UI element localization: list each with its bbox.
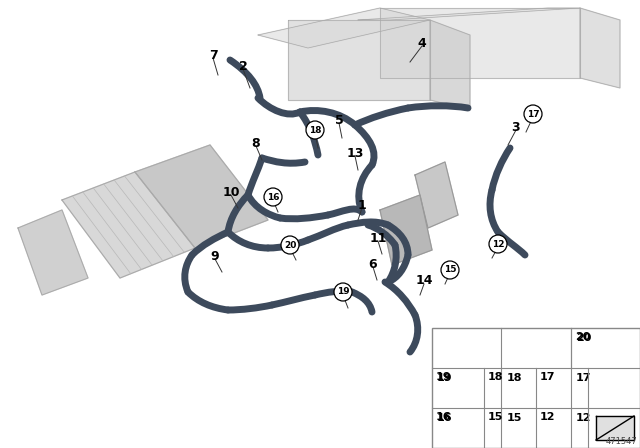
Text: 10: 10 xyxy=(222,185,240,198)
Circle shape xyxy=(306,121,324,139)
Text: 8: 8 xyxy=(252,137,260,150)
Text: 6: 6 xyxy=(369,258,378,271)
Text: 19: 19 xyxy=(437,373,452,383)
Text: 12: 12 xyxy=(575,413,591,423)
Text: 14: 14 xyxy=(415,275,433,288)
Polygon shape xyxy=(288,20,430,100)
Bar xyxy=(432,328,640,448)
Text: 20: 20 xyxy=(575,332,590,342)
Polygon shape xyxy=(380,8,580,78)
Text: 19: 19 xyxy=(436,372,452,382)
Polygon shape xyxy=(258,8,430,48)
Polygon shape xyxy=(430,20,470,110)
Text: 20: 20 xyxy=(575,333,591,343)
Polygon shape xyxy=(62,172,195,278)
Text: 16: 16 xyxy=(437,413,452,423)
Polygon shape xyxy=(596,416,634,440)
Text: 17: 17 xyxy=(540,372,556,382)
Text: 17: 17 xyxy=(575,373,591,383)
Text: 19: 19 xyxy=(337,288,349,297)
Text: 1: 1 xyxy=(358,198,366,211)
Text: 15: 15 xyxy=(444,266,456,275)
Text: 11: 11 xyxy=(369,232,387,245)
Text: 13: 13 xyxy=(346,146,364,159)
Text: 18: 18 xyxy=(488,372,504,382)
Text: 18: 18 xyxy=(506,373,522,383)
Circle shape xyxy=(334,283,352,301)
Text: 3: 3 xyxy=(512,121,520,134)
Text: 2: 2 xyxy=(239,60,248,73)
Text: 17: 17 xyxy=(527,109,540,119)
Polygon shape xyxy=(415,162,458,228)
Text: 16: 16 xyxy=(436,412,452,422)
Text: 4: 4 xyxy=(418,36,426,49)
Text: 15: 15 xyxy=(488,412,504,422)
Circle shape xyxy=(524,105,542,123)
Polygon shape xyxy=(135,145,268,248)
Circle shape xyxy=(264,188,282,206)
Polygon shape xyxy=(380,195,432,265)
Text: 12: 12 xyxy=(492,240,504,249)
Circle shape xyxy=(489,235,507,253)
Text: 7: 7 xyxy=(209,48,218,61)
Text: 15: 15 xyxy=(506,413,522,423)
Polygon shape xyxy=(580,8,620,88)
Circle shape xyxy=(441,261,459,279)
Text: 12: 12 xyxy=(540,412,556,422)
Polygon shape xyxy=(18,210,88,295)
Text: 20: 20 xyxy=(284,241,296,250)
Text: 5: 5 xyxy=(335,113,344,126)
Text: 16: 16 xyxy=(267,193,279,202)
Text: 471547: 471547 xyxy=(605,437,637,446)
Text: 9: 9 xyxy=(211,250,220,263)
Circle shape xyxy=(281,236,299,254)
Polygon shape xyxy=(358,8,580,20)
Text: 18: 18 xyxy=(308,125,321,134)
